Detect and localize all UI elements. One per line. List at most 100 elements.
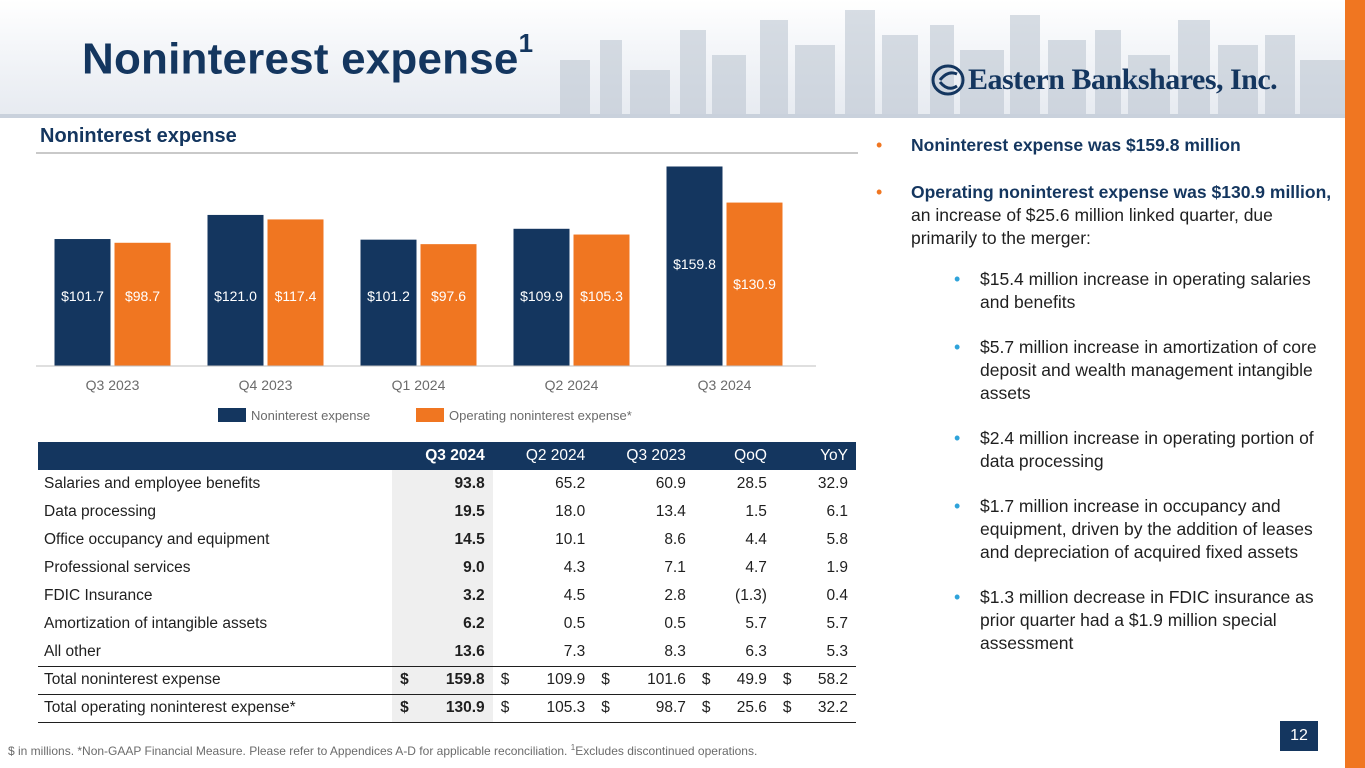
cell-qoq: $25.6 (693, 693, 775, 723)
cell-yoy: 5.8 (826, 531, 848, 548)
cell-q3-2023: 0.5 (664, 615, 686, 632)
bullet-dot-icon: • (954, 587, 961, 607)
cell-q3-2024: 13.6 (392, 638, 493, 666)
cell-q3-2024: $130.9 (392, 693, 493, 723)
table-row: Office occupancy and equipment 14.5 10.1 8.… (38, 526, 856, 554)
bar-operating-4 (726, 202, 783, 366)
data-label: $97.6 (431, 288, 466, 304)
bar-noninterest-0 (54, 239, 111, 366)
table-header-row: Q3 2024 Q2 2024 Q3 2023 QoQ YoY (38, 442, 856, 470)
logo-mark-icon (931, 64, 965, 96)
cell-qoq: 28.5 (736, 475, 767, 492)
sub-bullet: • $2.4 million increase in operating port… (876, 427, 1336, 473)
row-label: All other (44, 642, 101, 660)
page-title: Noninterest expense1 (82, 28, 534, 84)
table-header-cell: YoY (774, 442, 856, 470)
header-rule (0, 114, 1345, 118)
legend-swatch (218, 408, 246, 422)
currency-symbol: $ (601, 671, 610, 688)
total-row: Total noninterest expense $159.8 $109.9 $10… (38, 665, 856, 694)
bar-noninterest-1 (207, 214, 264, 366)
cell-q2-2024: $109.9 (492, 665, 594, 694)
cell-q3-2024: 3.2 (392, 582, 493, 610)
sub-bullet-text: $1.3 million decrease in FDIC insurance … (980, 587, 1314, 653)
cell-q2-2024: 0.5 (563, 615, 586, 632)
sub-bullet-text: $2.4 million increase in operating porti… (980, 428, 1314, 471)
bullet-dot-icon: • (954, 337, 961, 357)
cell-value: 130.9 (445, 699, 485, 716)
cell-q3-2024: $159.8 (392, 665, 493, 694)
cell-q3-2023: 60.9 (655, 475, 686, 492)
cell-q2-2024: 7.3 (563, 642, 586, 660)
table-row: Amortization of intangible assets 6.2 0.5 0… (38, 610, 856, 638)
header-background (0, 0, 1345, 118)
data-label: $105.3 (580, 288, 623, 304)
bar-operating-2 (420, 244, 477, 366)
data-label: $117.4 (275, 288, 317, 304)
sub-bullet: • $1.7 million increase in occupancy and … (876, 495, 1336, 564)
cell-value: 49.9 (736, 671, 767, 688)
table-row: Professional services 9.0 4.3 7.1 4.7 1.9 (38, 554, 856, 582)
cell-value: 32.2 (817, 699, 848, 716)
row-label: Amortization of intangible assets (44, 615, 268, 632)
currency-symbol: $ (782, 671, 792, 688)
commentary-bullets: • Noninterest expense was $159.8 million… (876, 134, 1336, 655)
company-logo: Eastern Bankshares, Inc. (930, 62, 1278, 98)
cell-yoy: $58.2 (774, 665, 856, 694)
expense-table: Q3 2024 Q2 2024 Q3 2023 QoQ YoY Salaries and… (38, 442, 856, 723)
bar-operating-1 (267, 219, 324, 366)
cell-q3-2023: 13.4 (655, 503, 686, 520)
cell-yoy: 5.7 (826, 615, 848, 632)
cell-q2-2024: 4.3 (563, 559, 586, 576)
table-row: Data processing 19.5 18.0 13.4 1.5 6.1 (38, 498, 856, 526)
cell-q3-2023: 2.8 (664, 587, 686, 604)
data-label: $130.9 (733, 276, 776, 292)
bar-chart: $101.7 $98.7 Q3 2023 $121.0 $117.4 Q4 2023 $10… (36, 166, 816, 423)
bullet-dot-icon: • (876, 182, 883, 202)
cell-q3-2023: 7.1 (664, 559, 686, 576)
x-tick-label: Q4 2023 (239, 377, 293, 393)
cell-qoq: 6.3 (745, 642, 767, 660)
x-tick-label: Q2 2024 (545, 377, 599, 393)
logo-text: Eastern Bankshares, Inc. (968, 63, 1278, 96)
bullet-dot-icon: • (954, 269, 961, 289)
legend-swatch (416, 408, 444, 422)
data-label: $101.7 (61, 288, 104, 304)
row-label: Total operating noninterest expense* (38, 693, 393, 723)
cell-value: 98.7 (655, 699, 686, 716)
cell-q3-2024: 14.5 (392, 526, 493, 554)
row-label: Total noninterest expense (38, 665, 393, 694)
cell-yoy: 6.1 (826, 503, 848, 520)
currency-symbol: $ (500, 671, 510, 688)
data-label: $121.0 (214, 288, 257, 304)
x-tick-label: Q3 2023 (86, 377, 140, 393)
bullet-dot-icon: • (876, 135, 883, 155)
footnote: $ in millions. *Non-GAAP Financial Measu… (8, 743, 758, 758)
row-label: Salaries and employee benefits (44, 475, 261, 492)
cell-qoq: 1.5 (745, 503, 767, 520)
table-row: FDIC Insurance 3.2 4.5 2.8 (1.3) 0.4 (38, 582, 856, 610)
cell-q3-2023: $101.6 (593, 665, 694, 694)
brand-stripe (1345, 0, 1365, 768)
bar-noninterest-4 (666, 166, 723, 366)
bullet-dot-icon: • (954, 428, 961, 448)
row-label: Office occupancy and equipment (44, 531, 270, 548)
cell-value: 58.2 (817, 671, 848, 688)
page-number: 12 (1280, 721, 1318, 751)
data-label: $98.7 (125, 288, 160, 304)
row-label: Professional services (44, 559, 191, 576)
currency-symbol: $ (701, 699, 711, 716)
bar-operating-3 (573, 234, 630, 366)
sub-bullet: • $5.7 million increase in amortization o… (876, 336, 1336, 405)
cell-qoq: (1.3) (735, 587, 767, 604)
cell-yoy: 5.3 (826, 642, 848, 660)
data-label: $159.8 (673, 256, 716, 272)
cell-yoy: 0.4 (826, 587, 848, 604)
cell-qoq: $49.9 (693, 665, 775, 694)
cell-qoq: 4.4 (745, 531, 767, 548)
sub-bullet: • $15.4 million increase in operating sal… (876, 268, 1336, 314)
currency-symbol: $ (601, 699, 610, 716)
table-header-cell: Q3 2023 (593, 442, 694, 470)
table-header-blank (38, 442, 393, 470)
bullet-dot-icon: • (954, 496, 961, 516)
